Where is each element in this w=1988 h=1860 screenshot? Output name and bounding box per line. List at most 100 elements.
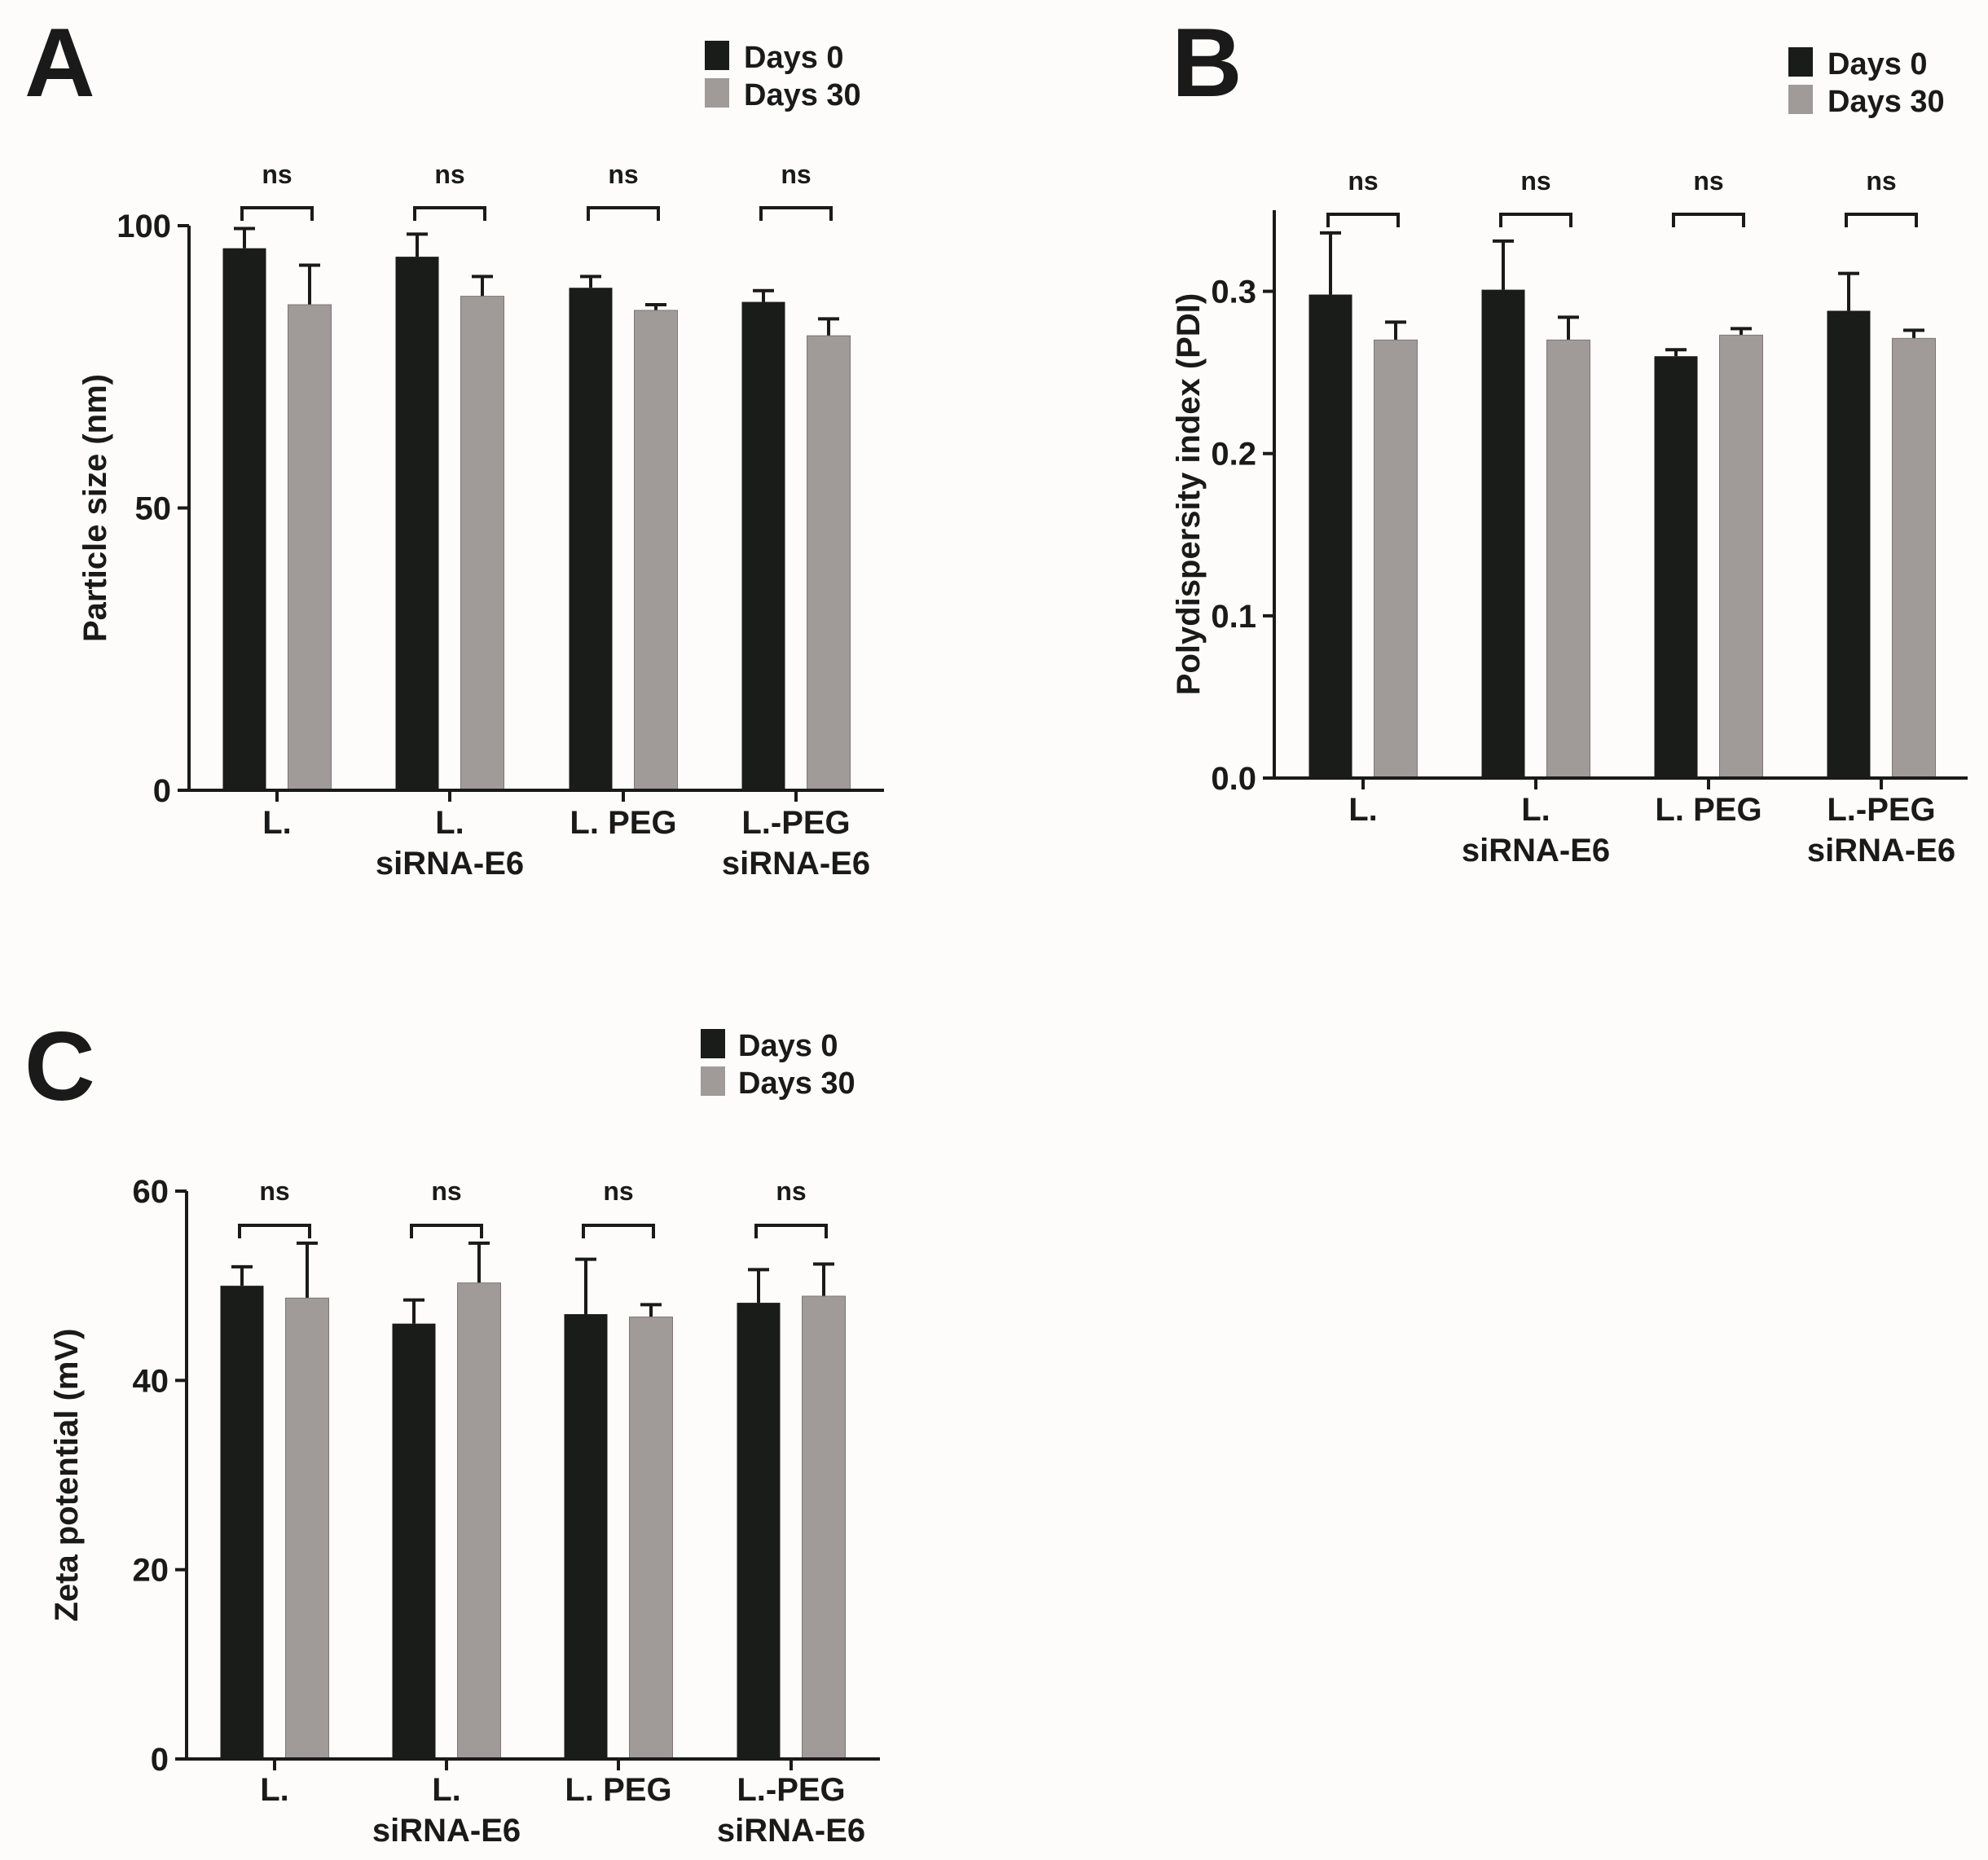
bar-days-30-3 — [629, 1317, 673, 1760]
panel-letter-a: A — [24, 8, 95, 117]
bar-days-0-1 — [1308, 294, 1352, 778]
bar-days-30-1 — [285, 1297, 329, 1760]
legend-a: Days 0 Days 30 — [705, 41, 861, 112]
x-tick-label: L. PEG — [570, 805, 676, 841]
legend-swatch-days-0 — [701, 1029, 725, 1058]
bar-days-30-4 — [807, 335, 851, 791]
bar-days-30-2 — [457, 1282, 501, 1760]
legend-swatch-days-30 — [1788, 85, 1813, 114]
y-tick-label: 40 — [133, 1363, 169, 1399]
x-tick-label: L.-PEG — [1827, 792, 1935, 828]
legend-b: Days 0 Days 30 — [1788, 47, 1945, 119]
bar-days-0-2 — [1481, 289, 1525, 779]
y-tick-label: 0 — [153, 773, 171, 809]
significance-bracket — [1845, 213, 1918, 227]
legend-label-days-0: Days 0 — [744, 41, 844, 75]
significance-bracket — [413, 206, 486, 221]
significance-bracket — [410, 1224, 483, 1238]
plot-a: 0 50 100 L. L. siRNA-E6 L. PEG L.-PEG siRNA-E6 ns… — [77, 160, 884, 882]
plot-c: 0 20 40 60 L. L. siRNA-E6 L. PEG L.-PEG siRNA-E6 n… — [49, 1174, 880, 1849]
legend-label-days-30: Days 30 — [744, 78, 861, 112]
bar-days-0-1 — [222, 248, 266, 791]
x-tick-label: siRNA-E6 — [1807, 833, 1955, 868]
significance-bracket — [240, 206, 314, 221]
significance-label: ns — [262, 160, 292, 189]
bar-days-0-3 — [1654, 356, 1698, 778]
y-tick-label: 0.3 — [1211, 275, 1256, 310]
significance-bracket — [587, 206, 660, 221]
x-tick-label: L. — [260, 1772, 289, 1808]
x-tick-label: siRNA-E6 — [722, 846, 870, 882]
x-tick-label: L.-PEG — [741, 805, 850, 841]
bar-days-30-1 — [1374, 339, 1418, 779]
significance-label: ns — [259, 1176, 289, 1206]
bar-days-30-3 — [634, 310, 678, 791]
x-tick-label: L. — [262, 805, 292, 841]
x-tick-label: L. — [1521, 792, 1550, 828]
y-tick-label: 0.1 — [1211, 599, 1256, 635]
legend-label-days-0: Days 0 — [738, 1029, 838, 1063]
significance-bracket — [238, 1224, 311, 1238]
bar-days-30-2 — [460, 296, 504, 791]
significance-label: ns — [1520, 166, 1550, 196]
x-tick-label: siRNA-E6 — [1462, 833, 1610, 868]
y-tick-label: 50 — [135, 491, 172, 527]
x-tick-label: L. — [435, 805, 464, 841]
significance-label: ns — [608, 160, 638, 189]
legend-swatch-days-0 — [1788, 47, 1813, 77]
y-axis-title: Polydispersity index (PDI) — [1171, 293, 1207, 695]
significance-bracket — [1326, 213, 1400, 227]
x-tick-label: L. PEG — [1655, 792, 1761, 828]
x-tick-label: L. — [432, 1772, 461, 1808]
significance-bracket — [759, 206, 833, 221]
significance-label: ns — [1866, 166, 1896, 196]
legend-swatch-days-30 — [705, 78, 729, 108]
significance-bracket — [1672, 213, 1745, 227]
y-axis-title: Particle size (nm) — [77, 374, 113, 642]
y-tick-label: 0 — [151, 1742, 169, 1778]
significance-label: ns — [434, 160, 464, 189]
bar-days-0-3 — [569, 288, 613, 791]
significance-bracket — [754, 1224, 828, 1238]
x-tick-label: siRNA-E6 — [376, 846, 524, 882]
significance-label: ns — [603, 1176, 633, 1206]
panel-b: B Days 0 Days 30 0.0 0.1 0.2 0.3 L. L. siRNA-E… — [1171, 8, 1968, 868]
panel-a: A Days 0 Days 30 0 50 100 L. L. siRNA-E6 L. PE… — [24, 8, 884, 882]
plot-b: 0.0 0.1 0.2 0.3 L. L. siRNA-E6 L. PEG L.-PEG siRN… — [1171, 166, 1968, 868]
significance-bracket — [1499, 213, 1572, 227]
bar-days-30-2 — [1546, 339, 1590, 779]
bar-days-30-3 — [1719, 334, 1763, 779]
bar-days-0-1 — [220, 1286, 264, 1759]
x-tick-label: L.-PEG — [737, 1772, 845, 1808]
legend-c: Days 0 Days 30 — [701, 1029, 855, 1101]
bar-days-0-4 — [1827, 310, 1871, 778]
bar-days-0-4 — [737, 1303, 781, 1759]
legend-swatch-days-30 — [701, 1066, 725, 1096]
bar-days-30-4 — [1892, 337, 1936, 779]
significance-label: ns — [1348, 166, 1378, 196]
significance-label: ns — [431, 1176, 461, 1206]
x-tick-label: L. — [1348, 792, 1378, 828]
bar-days-0-4 — [741, 301, 785, 790]
y-tick-label: 60 — [133, 1174, 169, 1210]
bar-days-30-4 — [802, 1295, 846, 1760]
y-tick-label: 0.0 — [1211, 761, 1256, 797]
x-tick-label: siRNA-E6 — [372, 1813, 521, 1849]
significance-bracket — [582, 1224, 655, 1238]
bar-days-0-2 — [395, 257, 439, 790]
significance-label: ns — [776, 1176, 806, 1206]
bar-days-0-3 — [564, 1314, 608, 1759]
significance-label: ns — [1693, 166, 1723, 196]
legend-label-days-30: Days 30 — [1827, 85, 1945, 119]
x-tick-label: L. PEG — [565, 1772, 671, 1808]
y-tick-label: 100 — [117, 209, 171, 244]
y-axis-title: Zeta potential (mV) — [49, 1328, 85, 1621]
significance-label: ns — [781, 160, 811, 189]
legend-label-days-30: Days 30 — [738, 1066, 855, 1101]
x-tick-label: siRNA-E6 — [717, 1813, 865, 1849]
bar-days-0-2 — [392, 1323, 436, 1759]
panel-letter-b: B — [1172, 8, 1242, 117]
legend-swatch-days-0 — [705, 41, 729, 70]
y-tick-label: 0.2 — [1211, 437, 1256, 473]
